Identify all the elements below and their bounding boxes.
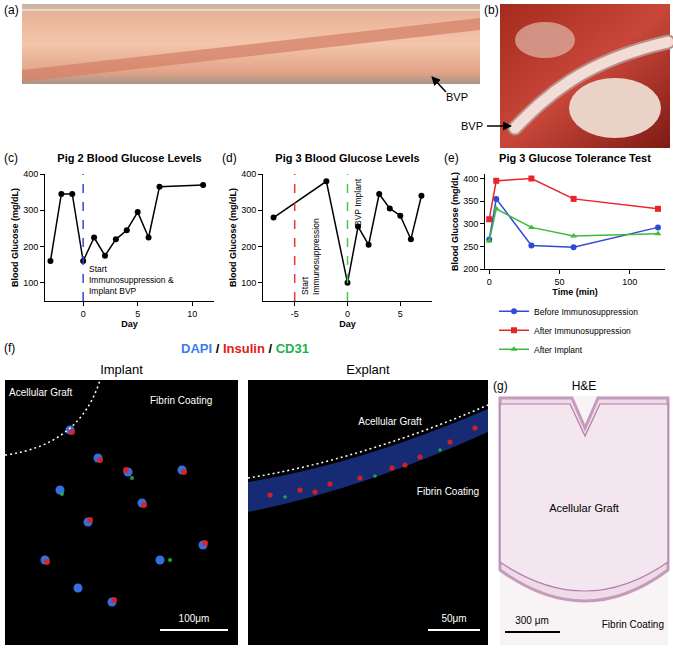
svg-text:200: 200 [241,242,256,252]
svg-text:Fibrin Coating: Fibrin Coating [417,486,479,497]
svg-text:5: 5 [135,309,140,319]
svg-text:BVP: BVP [461,120,483,132]
svg-text:(d): (d) [222,151,237,165]
svg-text:Pig 2 Blood Glucose Levels: Pig 2 Blood Glucose Levels [57,152,201,164]
svg-text:100: 100 [241,278,256,288]
svg-text:(e): (e) [444,151,459,165]
svg-text:Day: Day [121,319,138,329]
svg-text:400: 400 [241,169,256,179]
svg-text:10: 10 [187,309,197,319]
svg-text:Pig 3 Blood Glucose Levels: Pig 3 Blood Glucose Levels [275,152,419,164]
svg-text:Before Immunosuppression: Before Immunosuppression [534,307,638,317]
svg-text:0: 0 [81,309,86,319]
svg-text:Acellular Graft: Acellular Graft [549,502,619,514]
svg-text:50μm: 50μm [441,613,466,624]
svg-text:100μm: 100μm [179,613,210,624]
svg-text:100: 100 [23,278,38,288]
svg-text:0: 0 [345,309,350,319]
svg-text:BVP Implant: BVP Implant [353,178,363,226]
svg-text:(f): (f) [4,341,15,355]
svg-text:0: 0 [487,277,492,287]
svg-text:400: 400 [463,174,478,184]
svg-text:StartImmunosuppression: StartImmunosuppression [300,218,321,295]
svg-text:Blood Glucose (mg/dL): Blood Glucose (mg/dL) [450,172,460,271]
svg-text:300: 300 [241,205,256,215]
svg-text:Fibrin Coating: Fibrin Coating [150,395,212,406]
svg-text:DAPI / Insulin / CD31: DAPI / Insulin / CD31 [181,341,309,356]
svg-text:Fibrin Coating: Fibrin Coating [602,619,664,630]
svg-text:250: 250 [463,242,478,252]
svg-text:Acellular Graft: Acellular Graft [9,387,73,398]
svg-text:BVP: BVP [446,91,468,103]
svg-text:350: 350 [463,196,478,206]
svg-text:-5: -5 [291,309,299,319]
svg-text:(a): (a) [4,3,19,17]
svg-text:H&E: H&E [572,379,597,393]
svg-text:100: 100 [622,277,637,287]
svg-text:Explant: Explant [346,362,390,377]
svg-text:200: 200 [463,264,478,274]
svg-text:(c): (c) [4,151,18,165]
svg-text:(g): (g) [493,379,508,393]
svg-text:(b): (b) [484,3,499,17]
svg-text:400: 400 [23,169,38,179]
svg-text:Day: Day [339,319,356,329]
svg-text:After Implant: After Implant [534,345,583,355]
svg-text:StartImmunosuppression &Implan: StartImmunosuppression &Implant BVP [89,264,174,296]
svg-text:Acellular Graft: Acellular Graft [358,416,422,427]
svg-text:50: 50 [555,277,565,287]
svg-text:300 μm: 300 μm [515,615,549,626]
svg-text:Implant: Implant [100,362,143,377]
svg-text:Pig 3 Glucose Tolerance Test: Pig 3 Glucose Tolerance Test [499,152,651,164]
svg-text:5: 5 [398,309,403,319]
svg-text:200: 200 [23,242,38,252]
svg-text:Blood Glucose (mg/dL): Blood Glucose (mg/dL) [10,188,20,287]
svg-text:300: 300 [23,205,38,215]
svg-text:Time (min): Time (min) [552,287,597,297]
svg-text:300: 300 [463,219,478,229]
svg-text:After Immunosuppression: After Immunosuppression [534,326,631,336]
svg-text:Blood Glucose (mg/dL): Blood Glucose (mg/dL) [228,188,238,287]
